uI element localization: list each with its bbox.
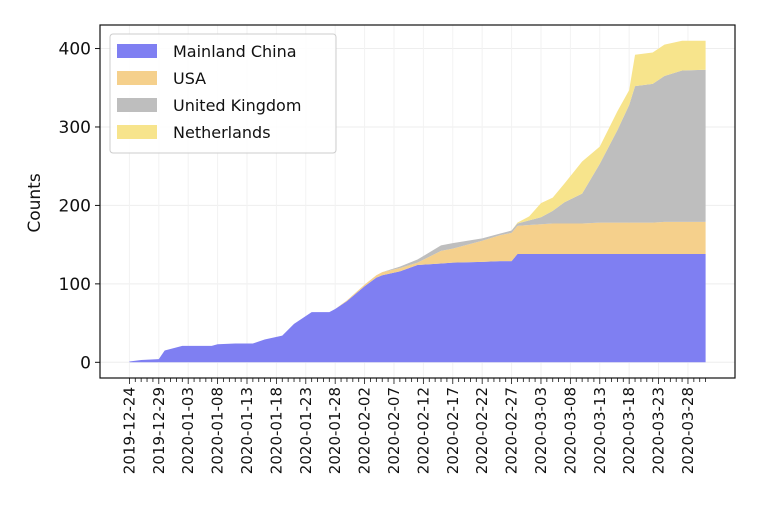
y-axis-label: Counts <box>25 173 45 232</box>
y-axis: 0 100 200 300 400 <box>59 40 100 373</box>
legend-frame <box>109 33 337 154</box>
x-tick-label: 2020-02-02 <box>356 387 374 474</box>
x-axis: 2019-12-24 2019-12-29 2020-01-03 2020-01-08… <box>120 378 707 474</box>
x-tick-label: 2020-02-07 <box>385 387 403 474</box>
legend: Mainland China USA United Kingdom Netherlan… <box>109 33 337 154</box>
y-tick-label: 100 <box>59 275 91 295</box>
legend-swatch <box>117 71 157 85</box>
x-tick-label: 2019-12-29 <box>150 387 168 474</box>
y-tick-label: 400 <box>59 40 91 60</box>
x-tick-label: 2020-02-12 <box>414 387 432 474</box>
area-netherlands <box>129 40 706 362</box>
x-tick-label: 2020-03-08 <box>561 387 579 474</box>
x-tick-label: 2020-01-03 <box>179 387 197 474</box>
x-tick-label: 2020-03-13 <box>591 387 609 474</box>
x-tick-label: 2020-02-17 <box>444 387 462 474</box>
legend-label: Netherlands <box>173 123 271 142</box>
legend-label: USA <box>173 69 206 88</box>
areas <box>129 40 706 363</box>
x-tick-label: 2020-03-03 <box>532 387 550 474</box>
y-tick-label: 200 <box>59 196 91 216</box>
legend-swatch <box>117 98 157 112</box>
x-tick-label: 2020-03-23 <box>650 387 668 474</box>
x-tick-label: 2020-01-18 <box>267 387 285 474</box>
legend-label: Mainland China <box>173 42 297 61</box>
x-tick-label: 2020-01-28 <box>326 387 344 474</box>
x-tick-label: 2020-01-13 <box>238 387 256 474</box>
x-tick-label: 2020-02-22 <box>473 387 491 474</box>
area-usa <box>129 221 706 362</box>
x-tick-label: 2020-01-08 <box>209 387 227 474</box>
legend-swatch <box>117 125 157 139</box>
legend-label: United Kingdom <box>173 96 301 115</box>
x-tick-label: 2020-01-23 <box>297 387 315 474</box>
area-mainland-china <box>129 254 706 363</box>
x-tick-label: 2020-03-18 <box>620 387 638 474</box>
area-united-kingdom <box>129 69 706 362</box>
y-tick-label: 300 <box>59 118 91 138</box>
legend-swatch <box>117 44 157 58</box>
x-tick-label: 2020-02-27 <box>503 387 521 474</box>
x-tick-label: 2020-03-28 <box>679 387 697 474</box>
y-tick-label: 0 <box>80 353 91 373</box>
x-tick-label: 2019-12-24 <box>120 387 138 474</box>
